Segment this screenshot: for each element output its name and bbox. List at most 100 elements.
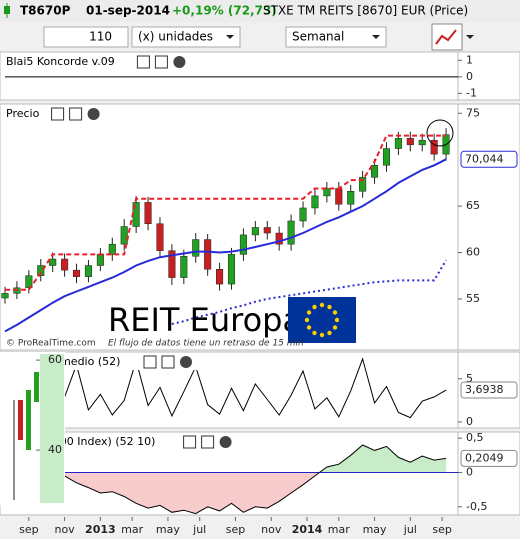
candle-body (371, 165, 379, 178)
y-tick-label: 65 (466, 199, 480, 212)
candle-body (1, 293, 9, 299)
inset-candle (34, 372, 39, 402)
panel: 55 60 65 75 70,044 Precio (0, 103, 520, 351)
candle-body (120, 226, 128, 245)
annotation-circle (426, 119, 454, 147)
y-tick-label: 5 (466, 372, 473, 385)
y-tick-label: 0 (466, 415, 473, 428)
candle-body (287, 220, 295, 245)
y-tick-label: -1 (466, 86, 477, 99)
plot (4, 444, 458, 515)
candle-body (239, 234, 247, 255)
period-select[interactable] (285, 26, 387, 48)
wrench-button (136, 55, 150, 69)
units-select[interactable] (131, 26, 241, 48)
flag-star (306, 325, 312, 330)
dropdown-arrow (226, 35, 234, 39)
chart-type-button[interactable] (431, 23, 463, 51)
series-line (4, 158, 447, 333)
flag-star (327, 330, 332, 336)
x-tick-label: mar (121, 523, 143, 536)
icon (435, 29, 457, 45)
last-value-label: 0,2049 (465, 451, 504, 464)
flag-star (327, 304, 332, 310)
instrument: STXE TM REITS [8670] EUR (Price) (263, 4, 468, 18)
series-line (4, 444, 447, 515)
last-value-badge (460, 449, 518, 467)
delay-note: El flujo de datos tiene un retraso de 15… (108, 339, 304, 349)
candle-body (430, 139, 438, 155)
inset-plot (40, 354, 64, 503)
candle-body (216, 268, 224, 285)
flag-star (306, 310, 312, 315)
series-line (5, 134, 447, 291)
close-button (180, 356, 192, 368)
candle-body (299, 207, 307, 222)
candle-body (251, 227, 259, 236)
candle-body (359, 177, 367, 192)
candle-body (84, 265, 92, 277)
candle-body (144, 202, 152, 225)
candle-body (96, 254, 104, 266)
candle-body (156, 223, 164, 251)
y-tick-label: 60 (466, 246, 480, 259)
y-tick-label: 55 (466, 292, 480, 305)
last-value-label: 3,6938 (465, 383, 504, 396)
candle-body (382, 148, 391, 166)
y-tick-label: -0,5 (466, 500, 487, 513)
x-tick-label: may (156, 523, 180, 536)
toolbar (0, 0, 520, 22)
x-tick-label: mar (328, 523, 350, 536)
x-tick-label: 2014 (292, 523, 323, 536)
period: Semanal (292, 30, 344, 44)
candle-body (323, 188, 331, 197)
dropdown-arrow (372, 35, 380, 39)
x-tick-label: jul (192, 523, 206, 536)
candle-body (335, 188, 343, 205)
candle-body (61, 258, 69, 271)
units-count-input[interactable] (43, 26, 129, 48)
flag-star (332, 310, 338, 315)
candle-body (72, 269, 81, 277)
units-count: 110 (89, 30, 112, 44)
area-negative (8, 472, 320, 514)
flag-star (312, 330, 317, 336)
panel-title: Precio (6, 107, 40, 120)
wrench-button (51, 107, 65, 121)
candle-body (49, 258, 57, 266)
area-positive (5, 445, 447, 473)
candle-body (263, 227, 271, 234)
window-button (161, 355, 175, 369)
candle-body (227, 254, 236, 285)
x-tick-label: sep (19, 523, 38, 536)
icon (4, 6, 10, 14)
x-tick-label: sep (432, 523, 451, 536)
candle-body (418, 139, 426, 146)
x-tick-label: nov (261, 523, 282, 536)
x-tick-label: 2013 (85, 523, 116, 536)
axis-bg (457, 103, 520, 351)
close-button (173, 56, 186, 68)
inset-tick-label: 60 (48, 353, 62, 366)
candle-body (275, 232, 283, 245)
inset-candle (26, 390, 31, 450)
symbol[interactable]: T8670P (20, 4, 71, 18)
x-tick-label: may (363, 523, 387, 536)
candle-body (192, 239, 200, 257)
candle-body (180, 255, 188, 278)
dropdown-arrow (466, 35, 474, 39)
panel-title: Blai5 Koncorde v.09 (6, 55, 115, 68)
y-tick-label: 0,5 (466, 431, 484, 444)
wrench-button (143, 355, 157, 369)
window-button (154, 55, 168, 69)
y-tick-label: 75 (466, 106, 480, 119)
candle-body (394, 138, 402, 149)
candle-body (168, 250, 176, 278)
x-tick-label: sep (226, 523, 245, 536)
flag-star (334, 317, 340, 323)
axis-bg (457, 431, 520, 516)
flag-star (319, 302, 325, 308)
